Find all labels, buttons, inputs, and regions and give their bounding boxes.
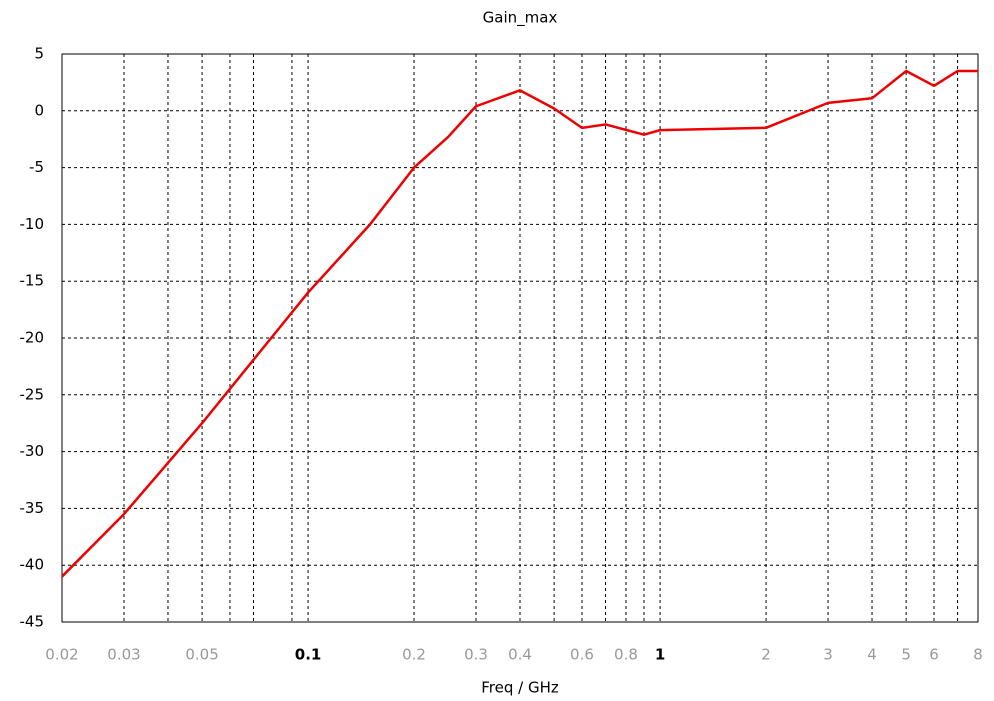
y-tick-label: -45 bbox=[20, 613, 45, 631]
x-tick-label: 0.3 bbox=[464, 646, 488, 664]
y-tick-label: -35 bbox=[20, 499, 45, 517]
y-tick-label: 5 bbox=[34, 45, 44, 63]
data-line bbox=[61, 69, 978, 578]
y-tick-label: 0 bbox=[34, 101, 44, 119]
x-tick-label: 0.6 bbox=[570, 646, 594, 664]
y-tick-label: -30 bbox=[20, 442, 45, 460]
x-tick-label: 3 bbox=[823, 646, 833, 664]
x-tick-label: 5 bbox=[901, 646, 911, 664]
x-tick-label: 0.8 bbox=[614, 646, 638, 664]
x-tick-label: 0.4 bbox=[508, 646, 532, 664]
x-tick-label: 2 bbox=[761, 646, 771, 664]
x-tick-label: 0.05 bbox=[185, 646, 218, 664]
x-tick-label: 6 bbox=[929, 646, 939, 664]
x-tick-label: 4 bbox=[867, 646, 877, 664]
x-tick-label: 0.2 bbox=[402, 646, 426, 664]
y-tick-label: -15 bbox=[20, 272, 45, 290]
x-tick-label: 8 bbox=[973, 646, 983, 664]
y-tick-label: -5 bbox=[29, 158, 44, 176]
x-tick-label: 0.03 bbox=[107, 646, 140, 664]
plot-frame bbox=[61, 53, 979, 623]
x-tick-label: 0.02 bbox=[45, 646, 78, 664]
y-tick-label: -10 bbox=[20, 215, 45, 233]
chart-title: Gain_max bbox=[483, 9, 558, 28]
y-tick-label: -20 bbox=[20, 329, 45, 347]
y-tick-label: -25 bbox=[20, 385, 45, 403]
x-tick-label: 0.1 bbox=[295, 646, 322, 664]
y-tick-label: -40 bbox=[20, 556, 45, 574]
x-tick-label: 1 bbox=[655, 646, 665, 664]
x-axis-label: Freq / GHz bbox=[481, 679, 559, 697]
